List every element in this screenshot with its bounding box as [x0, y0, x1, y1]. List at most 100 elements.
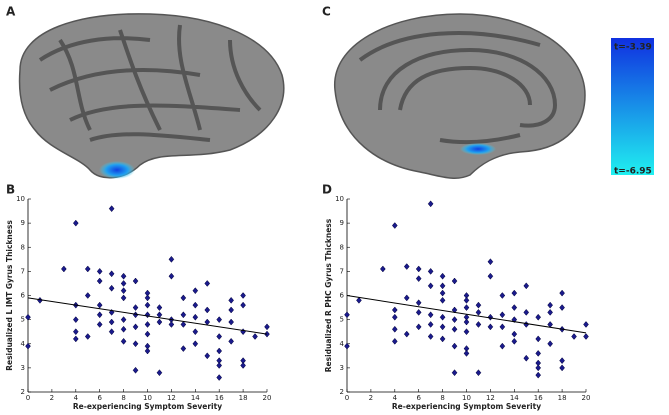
fit-line — [346, 295, 587, 334]
point — [463, 304, 470, 311]
y-axis-label: Residualized R PHC Gyrus Thickness — [324, 218, 333, 372]
point — [180, 294, 187, 302]
panel-label: B — [6, 183, 15, 197]
point — [487, 323, 494, 331]
point — [511, 337, 518, 345]
colorbar-label: t=-3.39 — [614, 43, 652, 53]
y-tick-label: 8 — [340, 243, 344, 251]
x-tick-label: 6 — [97, 394, 102, 402]
point — [120, 287, 127, 295]
point — [96, 277, 103, 285]
point — [415, 275, 422, 283]
point — [439, 272, 446, 280]
point — [559, 364, 565, 372]
point — [156, 369, 163, 377]
y-tick-label: 5 — [21, 316, 25, 324]
point — [132, 366, 139, 374]
point — [192, 301, 199, 309]
point — [168, 321, 175, 328]
point — [535, 335, 542, 343]
point — [559, 304, 565, 311]
point — [535, 364, 542, 372]
point — [216, 347, 223, 355]
point — [439, 289, 446, 297]
point — [61, 265, 67, 273]
point — [427, 200, 434, 208]
x-tick-label: 16 — [534, 394, 543, 402]
point — [511, 330, 518, 338]
point — [439, 323, 446, 331]
point — [427, 333, 434, 340]
point — [475, 308, 482, 316]
point — [252, 333, 258, 340]
point — [144, 294, 151, 302]
point — [391, 306, 398, 314]
point — [180, 321, 187, 328]
y-tick-label: 8 — [21, 243, 25, 251]
y-axis-label: Residualized L IMT Gyrus Thickness — [5, 220, 14, 371]
point — [391, 222, 398, 229]
point — [120, 325, 127, 333]
point — [547, 301, 553, 309]
y-tick-label: 7 — [21, 267, 25, 275]
panel-label: D — [322, 183, 332, 197]
point — [108, 205, 115, 213]
point — [571, 333, 577, 340]
point — [72, 316, 79, 324]
point — [132, 340, 139, 348]
point — [192, 313, 199, 321]
point — [415, 323, 422, 331]
point — [380, 265, 386, 273]
point — [180, 345, 187, 352]
point — [108, 270, 115, 278]
panel-label: C — [322, 5, 331, 19]
point — [439, 296, 446, 304]
point — [415, 308, 422, 316]
point — [192, 328, 199, 336]
point — [451, 277, 458, 285]
point — [391, 313, 398, 321]
point — [204, 280, 211, 287]
point — [403, 330, 410, 338]
point — [427, 267, 434, 275]
x-tick-label: 4 — [393, 394, 398, 402]
point — [583, 321, 589, 328]
point — [391, 325, 398, 333]
point — [84, 333, 91, 340]
point — [72, 219, 79, 227]
x-axis-label: Re-experiencing Symptom Severity — [73, 402, 222, 411]
x-tick-label: 8 — [440, 394, 444, 402]
point — [204, 306, 211, 314]
point — [535, 313, 542, 321]
point — [391, 337, 398, 345]
point — [451, 342, 458, 350]
point — [144, 330, 151, 338]
point — [204, 318, 211, 326]
y-tick-label: 5 — [340, 316, 344, 324]
x-tick-label: 14 — [191, 394, 200, 402]
point — [499, 311, 506, 319]
point — [108, 284, 115, 292]
point — [25, 313, 31, 321]
x-tick-label: 4 — [74, 394, 79, 402]
point — [523, 354, 530, 362]
point — [451, 369, 458, 377]
point — [156, 304, 163, 311]
y-tick-label: 2 — [21, 388, 25, 396]
point — [156, 311, 163, 319]
point — [144, 301, 151, 309]
point — [240, 362, 246, 369]
x-tick-label: 14 — [510, 394, 519, 402]
point — [96, 311, 103, 319]
x-tick-label: 0 — [26, 394, 30, 402]
point — [228, 306, 234, 314]
point — [511, 289, 518, 297]
point — [72, 335, 79, 343]
point — [463, 328, 470, 336]
x-axis-label: Re-experiencing Symptom Severity — [392, 402, 541, 411]
point — [25, 342, 31, 350]
point — [451, 306, 458, 314]
point — [240, 328, 246, 336]
point — [216, 362, 223, 369]
point — [120, 280, 127, 287]
